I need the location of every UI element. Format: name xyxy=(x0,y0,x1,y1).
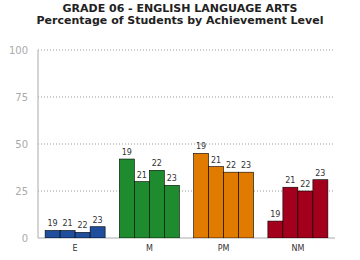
y-tick-label: 100 xyxy=(9,45,28,56)
x-tick-label: PM xyxy=(218,244,230,253)
subtitle: Percentage of Students by Achievement Le… xyxy=(37,14,324,27)
bars xyxy=(45,153,328,238)
x-tick-label: NM xyxy=(291,244,304,253)
bar xyxy=(149,170,164,238)
y-tick-label: 50 xyxy=(15,139,28,150)
series-label: 21 xyxy=(63,219,73,228)
bar xyxy=(90,227,105,238)
series-label: 23 xyxy=(315,169,325,178)
series-label: 21 xyxy=(211,156,221,165)
bar xyxy=(313,180,328,238)
series-label: 23 xyxy=(241,161,251,170)
y-tick-label: 0 xyxy=(22,233,28,244)
x-tick-label: M xyxy=(146,244,153,253)
series-label: 22 xyxy=(300,180,310,189)
series-label: 23 xyxy=(93,216,103,225)
series-label: 19 xyxy=(270,210,280,219)
bar xyxy=(209,167,224,238)
bar xyxy=(164,185,179,238)
y-tick-label: 25 xyxy=(15,186,28,197)
series-label: 22 xyxy=(78,221,88,230)
y-axis xyxy=(38,50,39,238)
grid-line xyxy=(38,97,335,98)
series-label: 19 xyxy=(122,148,132,157)
bar xyxy=(283,187,298,238)
series-label: 19 xyxy=(48,219,58,228)
series-label: 23 xyxy=(167,174,177,183)
bar xyxy=(239,172,254,238)
x-tick-label: E xyxy=(73,244,78,253)
bar xyxy=(45,230,60,238)
series-label: 19 xyxy=(196,142,206,151)
bar xyxy=(60,230,75,238)
series-label: 21 xyxy=(137,171,147,180)
grid-line xyxy=(38,50,335,51)
series-label: 22 xyxy=(152,159,162,168)
grid-line xyxy=(38,144,335,145)
series-label: 21 xyxy=(285,176,295,185)
bar xyxy=(224,172,239,238)
series-label: 22 xyxy=(226,161,236,170)
bar xyxy=(194,153,209,238)
bar xyxy=(134,182,149,238)
bar xyxy=(268,221,283,238)
y-tick-label: 75 xyxy=(15,92,28,103)
bar xyxy=(119,159,134,238)
chart: GRADE 06 - ENGLISH LANGUAGE ARTSPercenta… xyxy=(0,0,360,260)
bar xyxy=(298,191,313,238)
bar xyxy=(75,232,90,238)
